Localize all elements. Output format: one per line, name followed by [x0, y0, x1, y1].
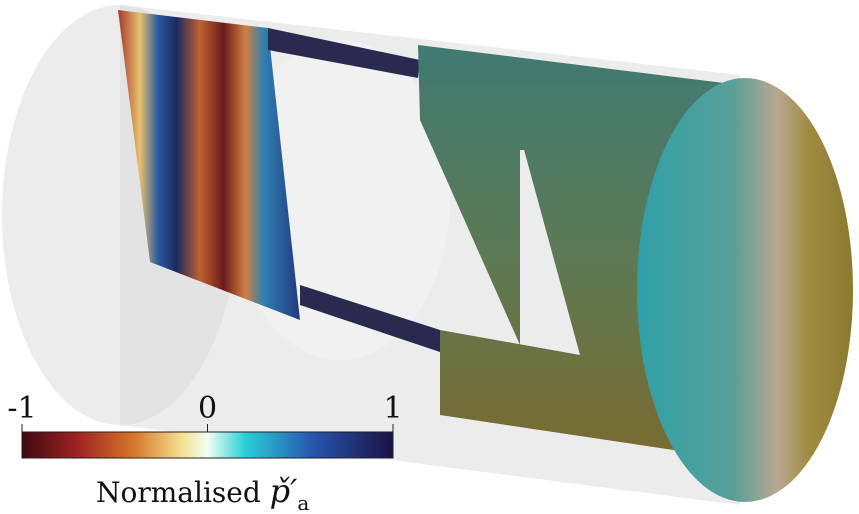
geometry	[2, 5, 853, 505]
tick-label: 1	[383, 391, 402, 426]
label-text: Normalised	[96, 476, 261, 509]
symbol: p̌′	[270, 472, 298, 510]
colorbar-gradient	[21, 431, 394, 459]
subscript: a	[297, 491, 309, 514]
colorbar: -1 0 1 Normalised p̌′a	[7, 391, 402, 514]
tick-label: 0	[198, 391, 217, 426]
tick-label: -1	[7, 391, 36, 426]
colorbar-label: Normalised p̌′a	[96, 472, 309, 514]
